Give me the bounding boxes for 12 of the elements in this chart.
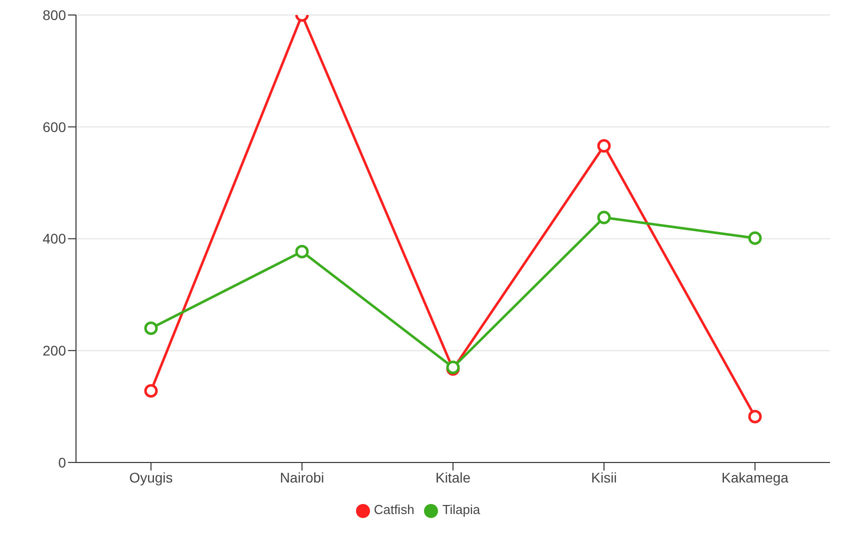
legend-label: Tilapia [442,502,480,518]
x-tick-label: Nairobi [280,469,324,486]
x-tick-label: Oyugis [129,469,173,486]
legend-label: Catfish [374,502,414,518]
y-tick-label: 0 [58,454,66,470]
y-tick-label: 800 [42,6,66,23]
y-tick-label: 400 [42,230,66,247]
y-tick-label: 600 [42,118,66,135]
y-tick-label: 200 [42,342,66,359]
x-tick-label: Kakamega [722,469,789,486]
x-tick-label: Kitale [435,469,471,486]
x-tick-label: Kisii [591,469,617,486]
